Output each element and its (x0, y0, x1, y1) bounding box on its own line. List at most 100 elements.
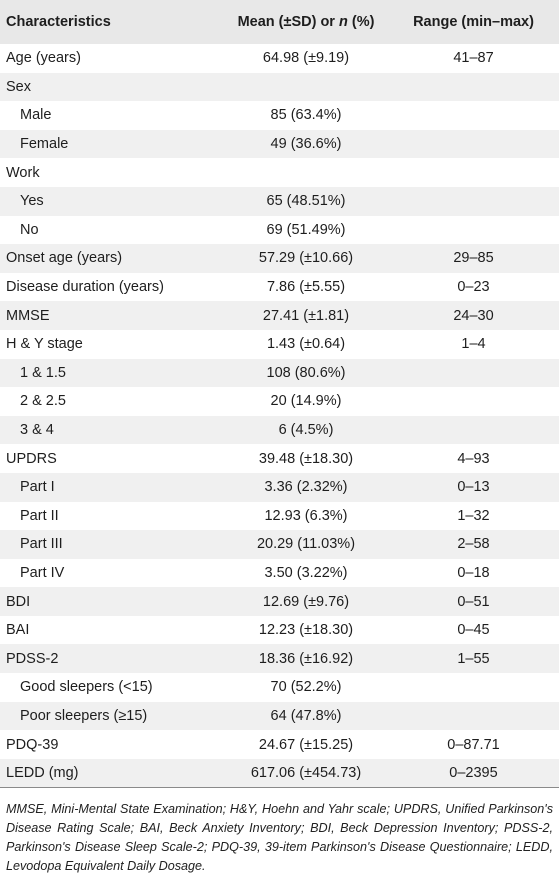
characteristics-table: Characteristics Mean (±SD) or n (%) Rang… (0, 0, 559, 789)
row-value: 39.48 (±18.30) (258, 450, 354, 467)
table-header: Characteristics Mean (±SD) or n (%) Rang… (0, 0, 559, 44)
row-value: 85 (63.4%) (270, 107, 342, 124)
row-label: Poor sleepers (≥15) (0, 701, 224, 731)
row-label: Good sleepers (<15) (20, 679, 153, 696)
row-range: 0–87.71 (447, 736, 500, 753)
row-label: LEDD (mg) (0, 758, 224, 789)
row-value: 57.29 (±10.66) (224, 244, 388, 273)
table-footnote: MMSE, Mini-Mental State Examination; H&Y… (6, 802, 553, 874)
row-label: 1 & 1.5 (0, 358, 224, 388)
header-mean-post: (%) (347, 14, 375, 30)
header-row: Characteristics Mean (±SD) or n (%) Rang… (0, 0, 559, 44)
row-range (388, 186, 559, 216)
row-value: 12.23 (±18.30) (258, 622, 354, 639)
row-label: Sex (0, 72, 224, 102)
table-row: Part III 20.29 (11.03%) 2–58 (0, 530, 559, 559)
table-row: Female 49 (36.6%) (0, 129, 559, 159)
row-value (224, 158, 388, 187)
row-label: Disease duration (years) (6, 279, 164, 296)
header-mean-sd: Mean (±SD) or n (%) (224, 0, 388, 44)
table-row: Disease duration (years) 7.86 (±5.55) 0–23 (0, 273, 559, 302)
row-range: 1–55 (388, 644, 559, 674)
table-row: Good sleepers (<15) 70 (52.2%) (0, 673, 559, 702)
row-value: 7.86 (±5.55) (266, 279, 346, 296)
row-range: 1–32 (457, 507, 490, 524)
row-range: 0–45 (457, 622, 490, 639)
row-value: 3.50 (3.22%) (264, 564, 348, 581)
row-label: PDQ-39 (6, 736, 59, 753)
row-label: Yes (0, 186, 224, 216)
row-range (388, 358, 559, 388)
row-label: H & Y stage (6, 336, 83, 353)
row-range: 24–30 (388, 301, 559, 330)
table-row: UPDRS 39.48 (±18.30) 4–93 (0, 444, 559, 473)
table-row: Male 85 (63.4%) (0, 101, 559, 130)
row-value: 70 (52.2%) (270, 679, 342, 696)
table-row: Part I 3.36 (2.32%) 0–13 (0, 472, 559, 502)
table-row: Poor sleepers (≥15) 64 (47.8%) (0, 701, 559, 731)
row-range (388, 129, 559, 159)
row-value: 64.98 (±9.19) (262, 50, 350, 67)
row-range (388, 415, 559, 445)
row-value: 1.43 (±0.64) (266, 336, 346, 353)
table-row: Part II 12.93 (6.3%) 1–32 (0, 502, 559, 531)
row-range: 0–51 (388, 587, 559, 616)
row-value: 108 (80.6%) (224, 358, 388, 388)
table-row: BDI 12.69 (±9.76) 0–51 (0, 587, 559, 616)
row-label: BAI (6, 622, 30, 639)
row-value: 617.06 (±454.73) (224, 758, 388, 789)
row-label: Part IV (20, 564, 65, 581)
row-range (388, 216, 559, 245)
row-value: 20.29 (11.03%) (224, 530, 388, 559)
row-label: Part II (20, 507, 59, 524)
row-label: UPDRS (6, 450, 57, 467)
row-value: 64 (47.8%) (224, 701, 388, 731)
row-range: 4–93 (457, 450, 490, 467)
table-row: 2 & 2.5 20 (14.9%) (0, 387, 559, 416)
row-range: 41–87 (453, 50, 494, 67)
row-range: 0–13 (388, 472, 559, 502)
row-range: 0–23 (457, 279, 490, 296)
row-value: 49 (36.6%) (224, 129, 388, 159)
row-range (388, 72, 559, 102)
row-value: 3.36 (2.32%) (224, 472, 388, 502)
row-label: 2 & 2.5 (20, 393, 66, 410)
table-row: MMSE 27.41 (±1.81) 24–30 (0, 301, 559, 330)
row-value: 20 (14.9%) (270, 393, 342, 410)
row-value: 12.93 (6.3%) (264, 507, 348, 524)
row-range: 1–4 (461, 336, 486, 353)
row-range: 29–85 (388, 244, 559, 273)
row-range (388, 701, 559, 731)
table-row: PDQ-39 24.67 (±15.25) 0–87.71 (0, 730, 559, 759)
row-label: PDSS-2 (0, 644, 224, 674)
row-label: Part I (0, 472, 224, 502)
row-value: 18.36 (±16.92) (224, 644, 388, 674)
row-label: MMSE (0, 301, 224, 330)
row-label: BDI (0, 587, 224, 616)
table-row: BAI 12.23 (±18.30) 0–45 (0, 616, 559, 645)
row-value: 69 (51.49%) (266, 221, 346, 238)
table-row: Age (years) 64.98 (±9.19) 41–87 (0, 44, 559, 73)
table-body: Age (years) 64.98 (±9.19) 41–87 Sex Male 85 (… (0, 44, 559, 789)
row-range (388, 158, 559, 187)
row-value: 6 (4.5%) (224, 415, 388, 445)
row-range: 2–58 (388, 530, 559, 559)
table-row: 1 & 1.5 108 (80.6%) (0, 358, 559, 388)
table-row: Onset age (years) 57.29 (±10.66) 29–85 (0, 244, 559, 273)
row-range (388, 387, 559, 416)
row-value: 27.41 (±1.81) (224, 301, 388, 330)
table-row: PDSS-2 18.36 (±16.92) 1–55 (0, 644, 559, 674)
row-label: Work (6, 164, 40, 181)
row-label: Part III (0, 530, 224, 559)
row-range (388, 673, 559, 702)
row-label: Age (years) (6, 50, 81, 67)
table-row: No 69 (51.49%) (0, 216, 559, 245)
header-mean-n: n (338, 14, 348, 30)
table-row: Sex (0, 72, 559, 102)
table-row: Work (0, 158, 559, 187)
row-label: Female (0, 129, 224, 159)
row-value: 65 (48.51%) (224, 186, 388, 216)
row-range: 0–18 (457, 564, 490, 581)
row-label: 3 & 4 (0, 415, 224, 445)
